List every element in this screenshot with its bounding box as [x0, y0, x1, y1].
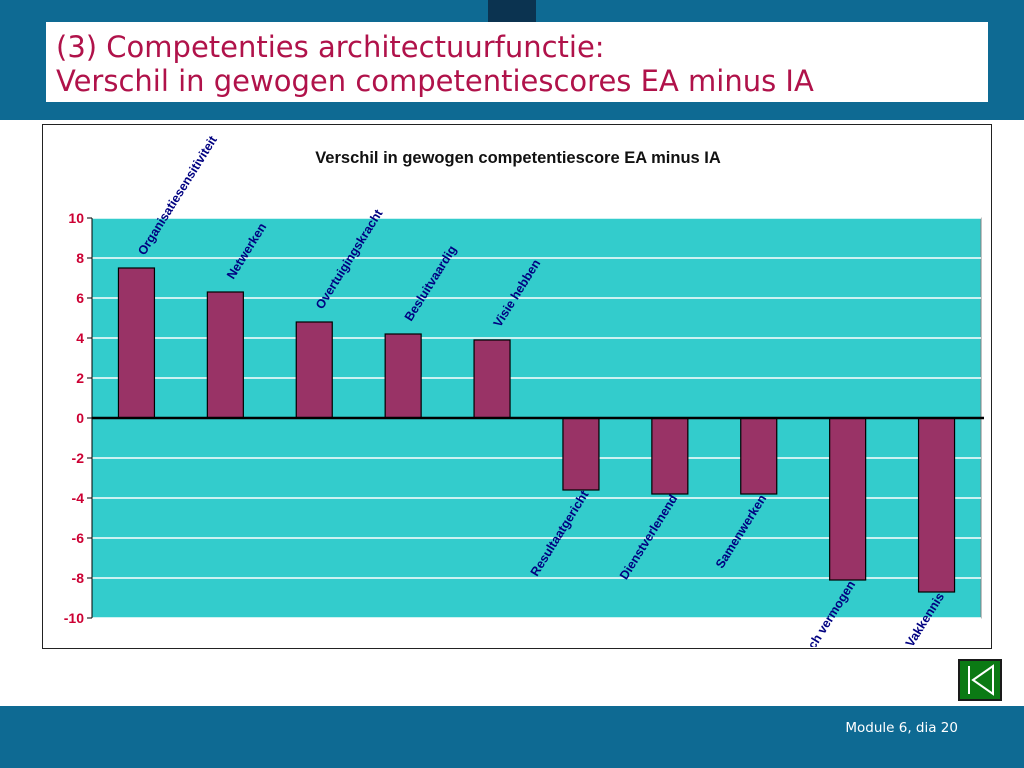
title-box: (3) Competenties architectuurfunctie: Ve… — [46, 22, 988, 102]
y-tick-label: 10 — [68, 210, 84, 226]
y-tick-labels: 10 8 6 4 2 0 -2 -4 -6 -8 -10 — [64, 210, 84, 626]
go-to-start-button[interactable] — [958, 659, 1002, 701]
bar — [206, 291, 244, 419]
bar — [740, 417, 778, 495]
bars — [117, 267, 956, 593]
bar — [917, 417, 956, 593]
y-tick-label: -2 — [72, 450, 85, 466]
footer-band — [0, 706, 1024, 768]
bar — [562, 417, 600, 491]
y-tick-label: 4 — [76, 330, 84, 346]
bar — [829, 417, 867, 581]
y-tick-label: 8 — [76, 250, 84, 266]
slide-title-line-1: (3) Competenties architectuurfunctie: — [56, 30, 605, 64]
y-tick-label: -8 — [72, 570, 85, 586]
y-tick-label: -4 — [72, 490, 85, 506]
bar — [117, 267, 156, 419]
slide-title-line-2: Verschil in gewogen competentiescores EA… — [56, 64, 814, 98]
y-tick-label: -10 — [64, 610, 84, 626]
chart-frame: Verschil in gewogen competentiescore EA … — [42, 124, 992, 649]
header-notch — [488, 0, 536, 22]
y-tick-label: -6 — [72, 530, 85, 546]
bar-chart: Verschil in gewogen competentiescore EA … — [64, 133, 984, 647]
y-tick-label: 0 — [76, 410, 84, 426]
y-tick-label: 2 — [76, 370, 84, 386]
chart-title: Verschil in gewogen competentiescore EA … — [315, 149, 721, 167]
bar — [473, 339, 511, 419]
bar — [651, 417, 689, 495]
y-tick-label: 6 — [76, 290, 84, 306]
go-to-start-icon — [968, 664, 994, 696]
bar — [295, 321, 333, 419]
slide-number: Module 6, dia 20 — [845, 720, 958, 736]
bar — [384, 333, 422, 419]
